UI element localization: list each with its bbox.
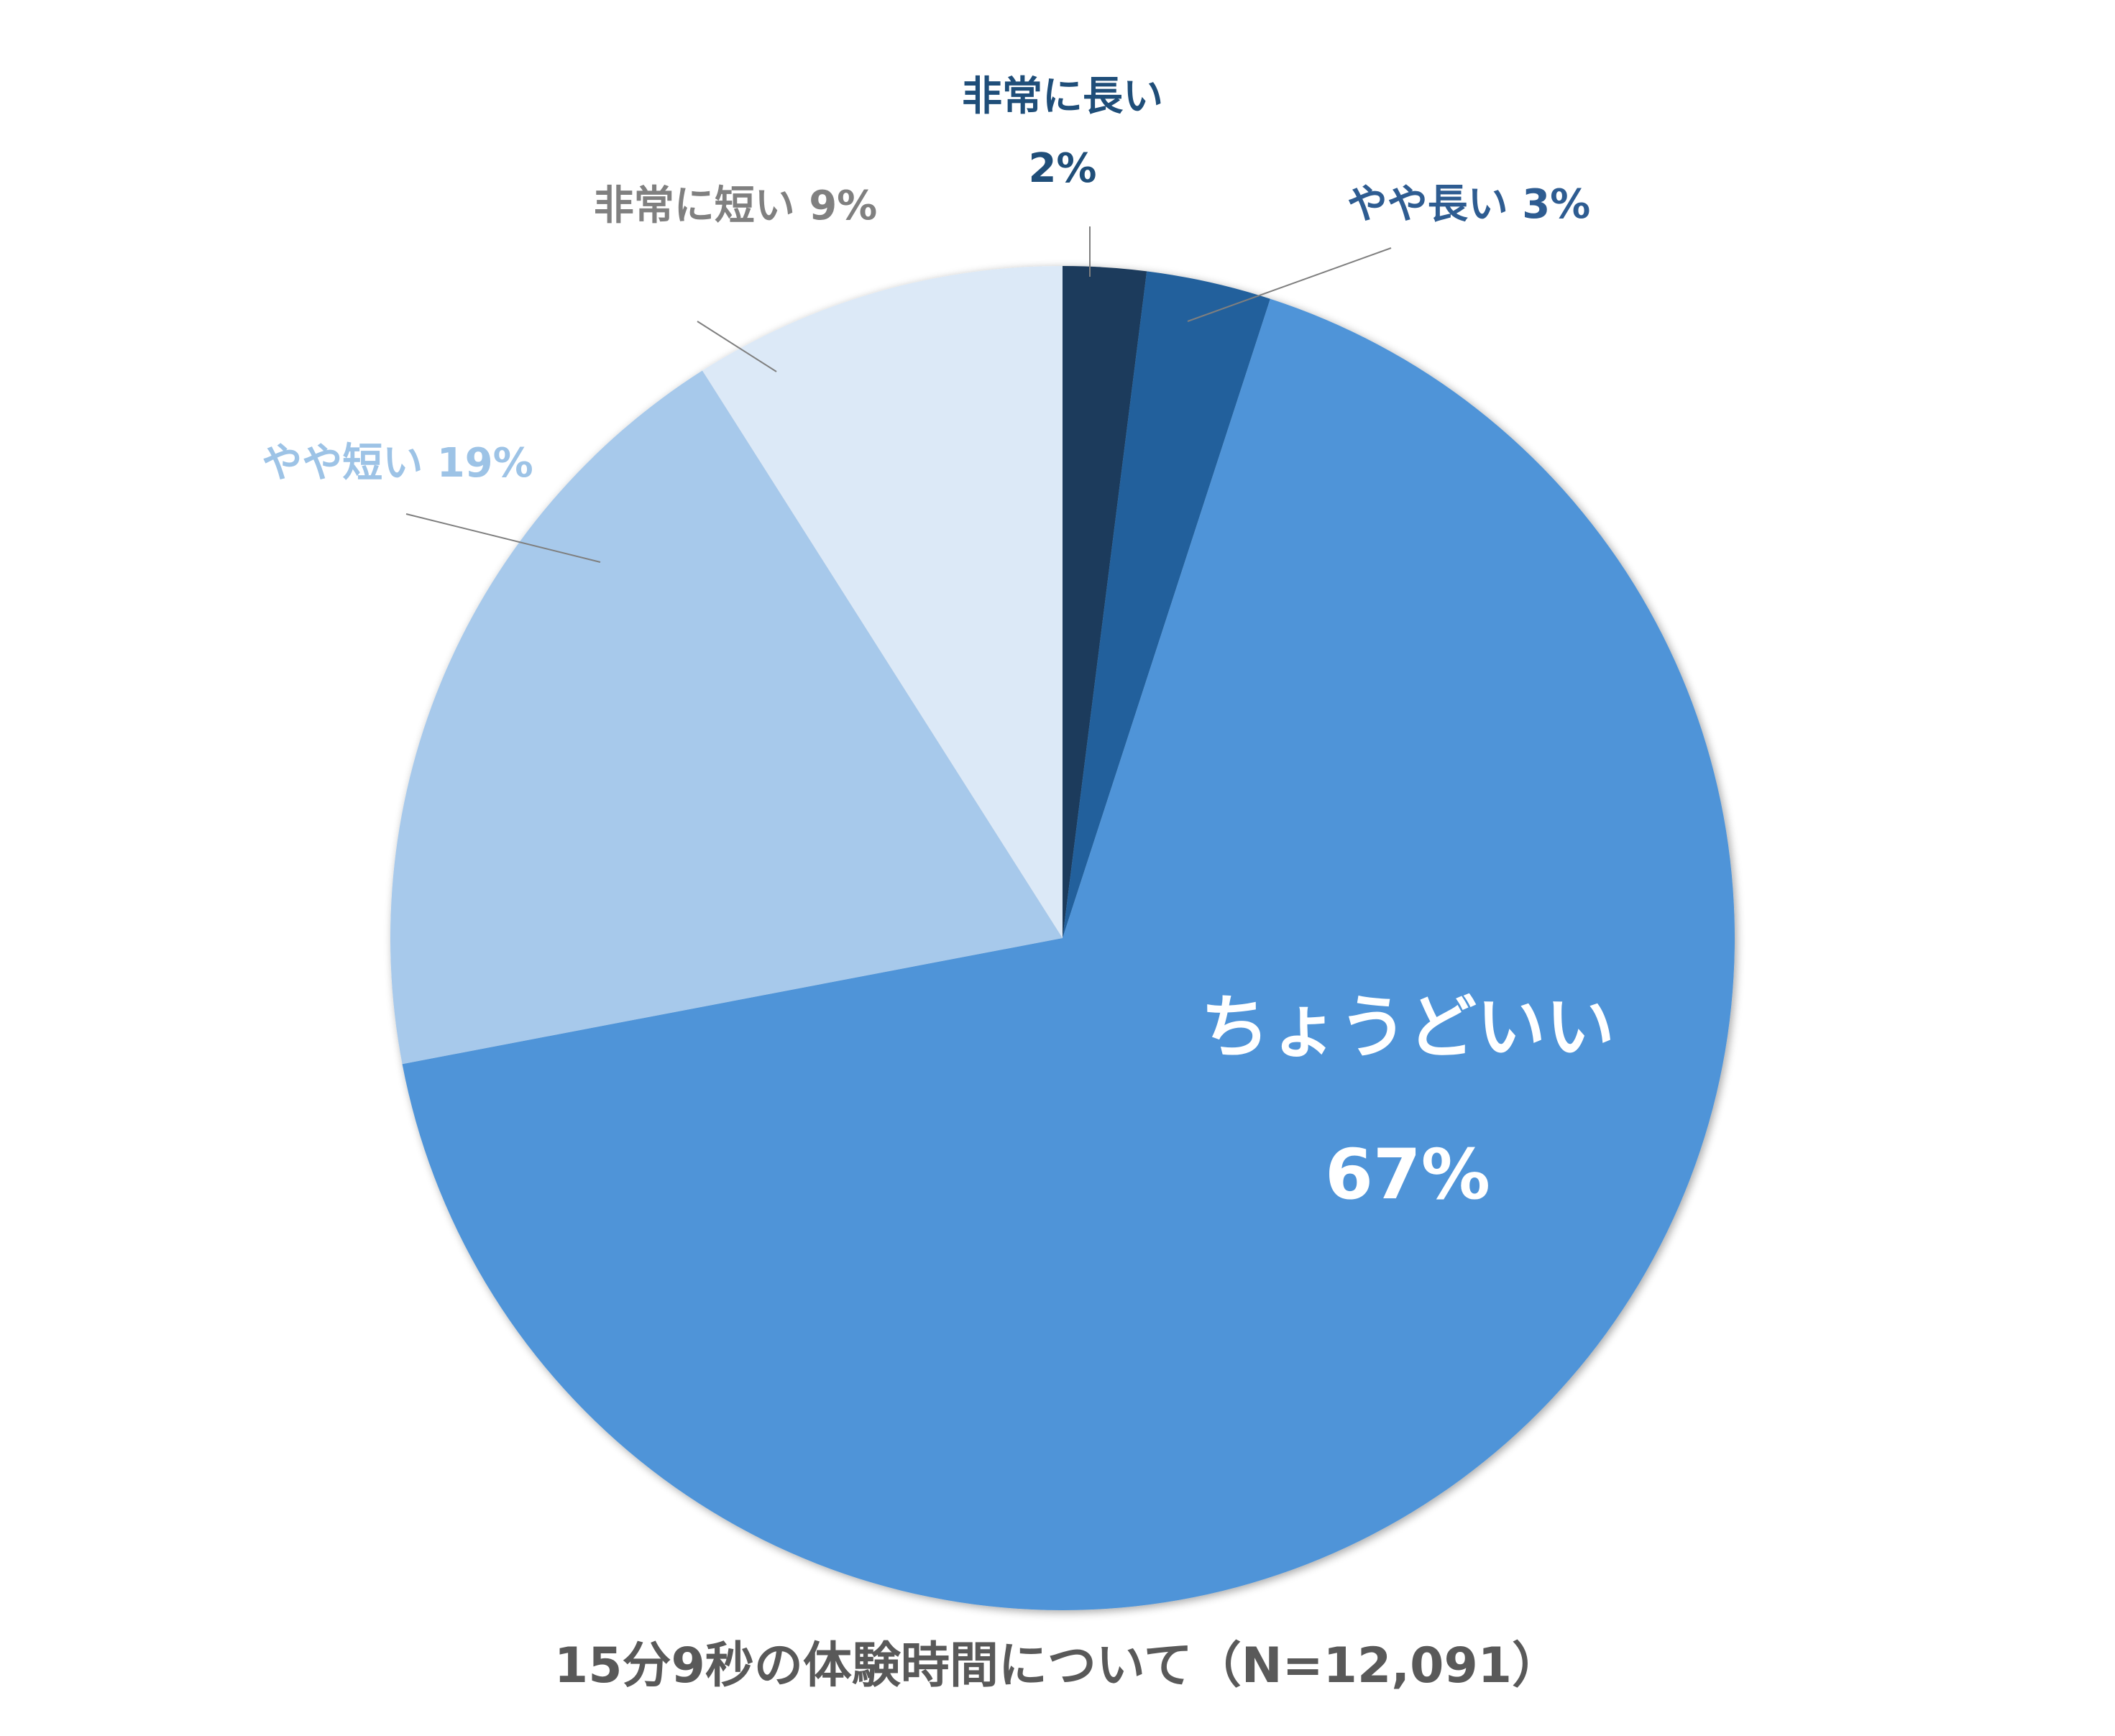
- slice-label-3-name: ちょうどいい: [1201, 987, 1615, 1067]
- pie-slice-2: [1063, 271, 1270, 938]
- pie-slice-1: [1063, 266, 1147, 938]
- leader-lines: [405, 226, 1392, 563]
- slice-label-1-value: 2%: [1028, 145, 1096, 192]
- leader-line-2: [1187, 247, 1392, 322]
- slice-label-1-name: 非常に長い: [962, 73, 1163, 120]
- pie-slice-3: [402, 298, 1735, 1610]
- slice-labels: 非常に長い 2% やや長い 3% ちょうどいい 67% やや短い 19% 非常に短い 9%: [262, 73, 1615, 1215]
- slice-label-3-value: 67%: [1325, 1134, 1490, 1215]
- pie-slice-4: [390, 370, 1063, 1065]
- slice-label-5: 非常に短い 9%: [594, 183, 878, 229]
- slice-label-2: やや長い 3%: [1347, 181, 1591, 228]
- pie-slice-5: [702, 266, 1063, 938]
- leader-line-4: [405, 513, 601, 563]
- chart-title: 15分9秒の体験時間について（N=12,091）: [554, 1638, 1561, 1694]
- leader-line-5: [697, 321, 777, 372]
- slice-label-4: やや短い 19%: [262, 440, 533, 487]
- pie-slices: [390, 266, 1735, 1610]
